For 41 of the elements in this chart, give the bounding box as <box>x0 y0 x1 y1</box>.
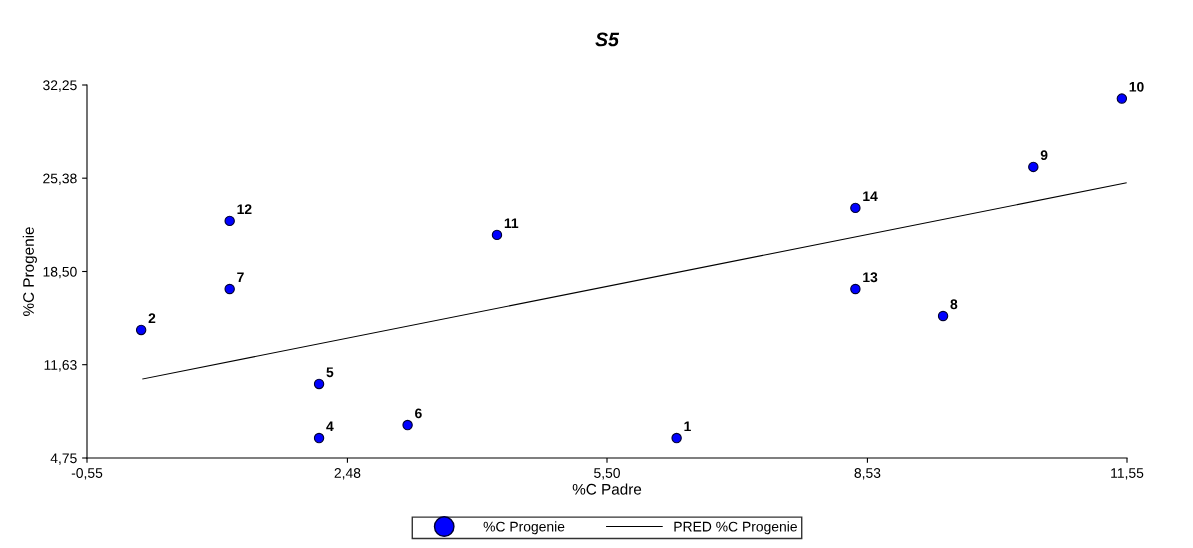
y-axis-title: %C Progenie <box>22 227 37 316</box>
annotation: 6 <box>415 408 422 419</box>
chart-title: S5 <box>595 32 620 47</box>
annotation: 2 <box>148 313 156 324</box>
point <box>224 215 235 227</box>
point <box>402 419 413 431</box>
x-tick-label: 8,53 <box>854 468 881 480</box>
point <box>671 432 682 444</box>
point <box>313 378 325 390</box>
point <box>313 432 325 444</box>
annotation: 13 <box>863 272 878 283</box>
y-tick-label: 25,38 <box>43 173 77 185</box>
annotation: 8 <box>950 299 958 310</box>
y-tick-label: 18,50 <box>43 266 77 279</box>
annotation: 10 <box>1129 81 1144 92</box>
x-tick-label: 11,55 <box>1111 468 1144 480</box>
x-tick-label: 5,50 <box>594 468 620 480</box>
point <box>1116 93 1127 104</box>
annotation: 12 <box>237 204 252 214</box>
point <box>937 310 949 322</box>
x-tick-label: 2,48 <box>334 468 361 480</box>
legend-label: %C Progenie <box>483 521 565 535</box>
x-tick-label: -0,55 <box>71 468 103 480</box>
point <box>224 283 235 295</box>
annotation: 5 <box>326 367 334 378</box>
point <box>850 283 861 295</box>
annotation: 11 <box>504 218 519 228</box>
annotation: 4 <box>326 421 334 432</box>
point <box>491 229 503 241</box>
x-axis-title: %C Padre <box>572 483 642 495</box>
point <box>1028 161 1039 173</box>
annotation: 9 <box>1040 150 1048 161</box>
y-tick-label: 11,63 <box>44 360 77 372</box>
y-tick-label: 32,25 <box>43 80 77 92</box>
legend-label: PRED %C Progenie <box>674 521 797 535</box>
point <box>135 324 147 336</box>
annotation: 14 <box>863 191 878 201</box>
annotation: 1 <box>684 421 691 432</box>
annotation: 7 <box>237 272 244 283</box>
point <box>850 202 861 214</box>
y-tick-label: 4,75 <box>50 453 77 465</box>
